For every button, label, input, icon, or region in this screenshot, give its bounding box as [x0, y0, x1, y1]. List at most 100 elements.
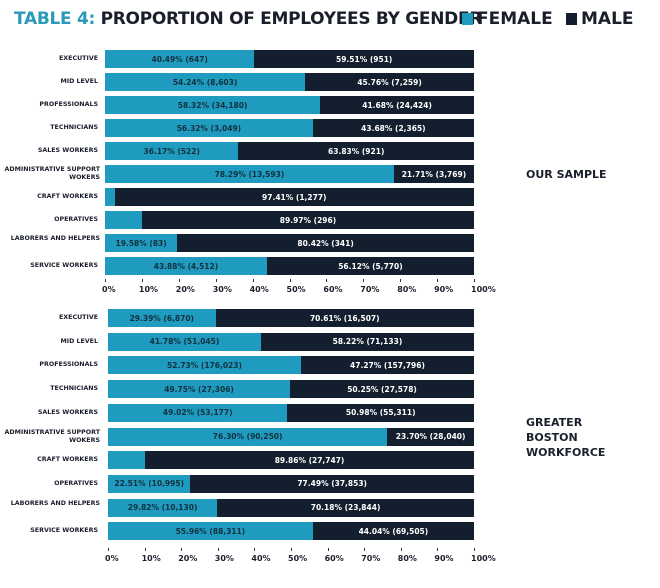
category-label: PROFESSIONALS: [39, 101, 98, 108]
category-label: ADMINISTRATIVE SUPPORT WOKERS: [4, 166, 100, 181]
bar-row: 55.96% (88,311) 44.04% (69,505): [108, 522, 474, 541]
x-tick: [327, 548, 329, 551]
bar-row: 56.32% (3,049) 43.68% (2,365): [105, 119, 474, 137]
male-bar: 77.49% (37,853): [190, 474, 474, 493]
x-tick-label: 30%: [214, 554, 234, 563]
x-tick: [289, 279, 291, 282]
x-tick-label: 10%: [141, 554, 161, 563]
female-bar: 22.51% (10,995): [108, 474, 191, 493]
side-label-our-sample: OUR SAMPLE: [526, 168, 607, 181]
x-tick-label: 50%: [288, 554, 308, 563]
female-bar: 58.32% (34,180): [105, 96, 321, 114]
category-label: SALES WORKERS: [37, 147, 98, 154]
x-tick-label: 30%: [212, 285, 232, 294]
x-tick: [108, 548, 109, 551]
bar-row: 76.30% (90,250) 23.70% (28,040): [108, 427, 474, 446]
x-tick: [181, 548, 183, 551]
x-tick-label: 40%: [249, 285, 269, 294]
title-prefix: TABLE 4:: [14, 9, 95, 29]
bar-row: 29.82% (10,130) 70.18% (23,844): [108, 498, 474, 517]
bar-row: 89.86% (27,747): [108, 451, 474, 470]
x-tick-label: 90%: [434, 554, 454, 563]
bar-row: 78.29% (13,593) 21.71% (3,769): [105, 165, 474, 183]
female-bar: 29.82% (10,130): [108, 498, 218, 517]
x-tick: [437, 548, 439, 551]
legend-male-swatch: [566, 13, 577, 25]
x-tick: [364, 548, 366, 551]
x-tick-label: 20%: [178, 554, 198, 563]
female-bar: 55.96% (88,311): [108, 522, 313, 541]
title-text: PROPORTION OF EMPLOYEES BY GENDER: [100, 9, 483, 29]
bar-row: 22.51% (10,995) 77.49% (37,853): [108, 474, 474, 493]
x-tick: [217, 548, 219, 551]
x-tick-label: 60%: [324, 554, 344, 563]
x-tick-label: 100%: [471, 285, 496, 294]
male-bar: 89.86% (27,747): [145, 451, 474, 470]
female-bar: 40.49% (647): [105, 50, 255, 68]
bar-row: 49.75% (27,306) 50.25% (27,578): [108, 380, 474, 399]
category-label: EXECUTIVE: [58, 314, 98, 321]
category-label: OPERATIVES: [54, 479, 98, 487]
x-tick-label: 20%: [175, 285, 195, 294]
x-tick: [400, 548, 402, 551]
bar-row: 43.88% (4,512) 56.12% (5,770): [105, 257, 474, 275]
x-tick: [363, 279, 365, 282]
category-label: MID LEVEL: [60, 337, 98, 345]
category-label: PROFESSIONALS: [39, 361, 98, 369]
category-label: ADMINISTRATIVE SUPPORT WOKERS: [4, 428, 100, 444]
category-label: SERVICE WORKERS: [30, 527, 98, 535]
x-tick-label: 80%: [397, 554, 417, 563]
x-tick-label: 80%: [397, 285, 417, 294]
female-bar: 56.32% (3,049): [105, 119, 313, 137]
bar-row: 36.17% (522) 63.83% (921): [105, 142, 474, 160]
category-label: EXECUTIVE: [58, 55, 98, 62]
male-bar: 47.27% (157,796): [300, 356, 474, 375]
x-tick: [141, 279, 143, 282]
bar-row: 29.39% (6,870) 70.61% (16,507): [108, 309, 474, 327]
x-tick: [105, 279, 106, 282]
female-bar: [105, 188, 115, 206]
legend-male-label: MALE: [581, 9, 634, 29]
side-label-greater-boston: GREATER BOSTON WORKFORCE: [526, 416, 606, 459]
bar-row: 49.02% (53,177) 50.98% (55,311): [108, 403, 474, 422]
x-tick: [400, 279, 402, 282]
bar-row: 52.73% (176,023) 47.27% (157,796): [108, 356, 474, 375]
female-bar: 29.39% (6,870): [108, 309, 216, 327]
x-tick-label: 90%: [434, 285, 454, 294]
legend-male: MALE: [566, 9, 634, 29]
male-bar: 58.22% (71,133): [260, 332, 474, 351]
x-tick: [437, 279, 439, 282]
x-tick-label: 0%: [102, 285, 116, 294]
female-bar: 43.88% (4,512): [105, 257, 267, 275]
female-bar: 41.78% (51,045): [108, 332, 261, 351]
bar-row: 19.58% (83) 80.42% (341): [105, 234, 474, 252]
female-bar: 52.73% (176,023): [108, 356, 301, 375]
female-bar: [105, 211, 142, 229]
x-tick-label: 100%: [471, 554, 496, 563]
category-label: LABORERS AND HELPERS: [10, 235, 100, 242]
category-label: CRAFT WORKERS: [37, 456, 98, 464]
male-bar: 41.68% (24,424): [320, 96, 474, 114]
bar-row: 40.49% (647) 59.51% (951): [105, 50, 474, 68]
male-bar: 44.04% (69,505): [312, 522, 474, 541]
male-bar: 23.70% (28,040): [387, 427, 474, 446]
category-label: TECHNICIANS: [50, 385, 98, 393]
category-label: OPERATIVES: [54, 216, 98, 223]
female-bar: 49.75% (27,306): [108, 380, 291, 399]
category-label: TECHNICIANS: [50, 124, 98, 131]
x-tick: [252, 279, 254, 282]
x-tick: [291, 548, 292, 551]
bar-row: 41.78% (51,045) 58.22% (71,133): [108, 332, 474, 351]
male-bar: 80.42% (341): [177, 234, 474, 252]
x-tick: [215, 279, 217, 282]
male-bar: 59.51% (951): [254, 50, 474, 68]
x-tick: [254, 548, 256, 551]
bar-row: 54.24% (8,603) 45.76% (7,259): [105, 73, 474, 91]
legend-female-swatch: [462, 13, 473, 25]
x-tick-label: 40%: [251, 554, 271, 563]
female-bar: 76.30% (90,250): [108, 427, 388, 446]
female-bar: 54.24% (8,603): [105, 73, 306, 91]
x-tick-label: 70%: [361, 554, 381, 563]
category-label: MID LEVEL: [60, 78, 98, 85]
